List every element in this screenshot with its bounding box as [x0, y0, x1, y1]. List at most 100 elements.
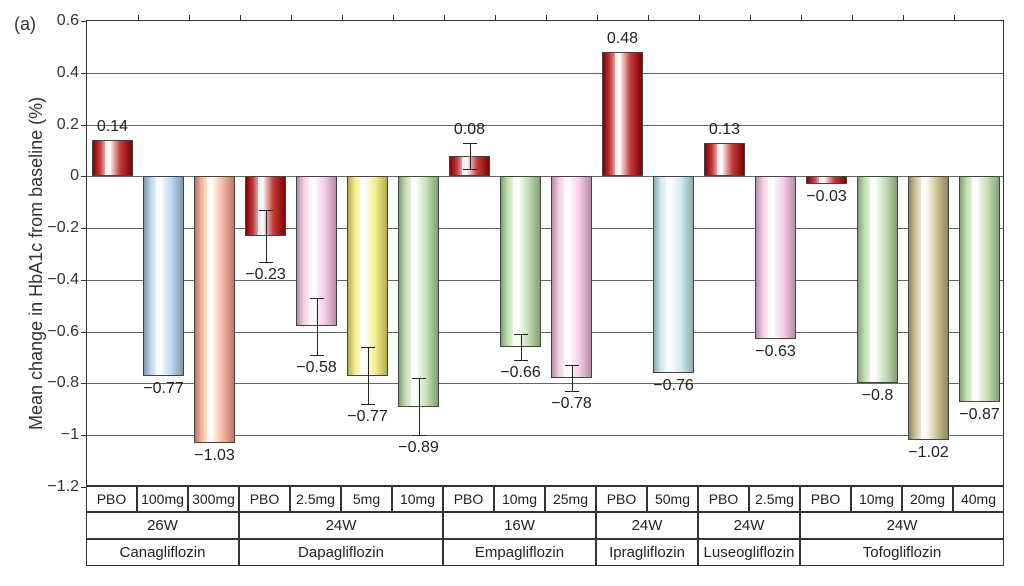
- x-tick: [189, 15, 190, 21]
- error-cap: [310, 298, 324, 299]
- value-label: −0.77: [143, 380, 183, 398]
- bar: [602, 52, 643, 176]
- bar: [551, 176, 592, 378]
- panel-label: (a): [14, 14, 36, 35]
- x-tick: [138, 15, 139, 21]
- y-tick-label: −1: [61, 426, 79, 444]
- dose-cell: PBO: [596, 486, 647, 512]
- drug-cell: Luseogliflozin: [698, 539, 800, 566]
- y-tick-label: −0.6: [47, 323, 79, 341]
- y-tick-label: −0.8: [47, 374, 79, 392]
- value-label: −0.23: [245, 266, 285, 284]
- duration-cell: 24W: [800, 512, 1004, 539]
- bar: [959, 176, 1000, 401]
- value-label: −0.87: [959, 406, 999, 424]
- chart-container: (a) Mean change in HbA1c from baseline (…: [0, 0, 1024, 586]
- dose-cell: 10mg: [392, 486, 443, 512]
- error-cap: [259, 210, 273, 211]
- x-tick: [903, 15, 904, 21]
- y-tick: [81, 435, 87, 436]
- x-tick: [291, 15, 292, 21]
- error-bar: [470, 143, 471, 169]
- bar: [347, 176, 388, 375]
- bar: [704, 143, 745, 177]
- bar: [500, 176, 541, 347]
- value-label: 0.13: [709, 121, 740, 139]
- dose-cell: 100mg: [137, 486, 188, 512]
- value-label: −0.58: [296, 359, 336, 377]
- x-tick: [954, 15, 955, 21]
- y-tick-label: 0: [70, 167, 79, 185]
- y-tick: [81, 176, 87, 177]
- error-cap: [463, 169, 477, 170]
- duration-cell: 26W: [86, 512, 239, 539]
- error-cap: [514, 334, 528, 335]
- bar: [194, 176, 235, 443]
- drug-cell: Tofogliflozin: [800, 539, 1004, 566]
- x-tick: [444, 15, 445, 21]
- error-cap: [412, 378, 426, 379]
- error-cap: [514, 360, 528, 361]
- x-tick: [750, 15, 751, 21]
- x-tick: [393, 15, 394, 21]
- bar: [908, 176, 949, 440]
- bar: [857, 176, 898, 383]
- value-label: −1.02: [908, 444, 948, 462]
- bar: [755, 176, 796, 339]
- drug-cell: Canagliflozin: [86, 539, 239, 566]
- y-tick: [81, 73, 87, 74]
- duration-cell: 24W: [596, 512, 698, 539]
- x-tick: [597, 15, 598, 21]
- drug-cell: Dapagliflozin: [239, 539, 443, 566]
- dose-cell: 40mg: [953, 486, 1004, 512]
- error-cap: [565, 391, 579, 392]
- x-tick: [699, 15, 700, 21]
- x-axis-table: PBO100mg300mgPBO2.5mg5mg10mgPBO10mg25mgP…: [86, 486, 1004, 566]
- error-bar: [521, 334, 522, 360]
- bar: [143, 176, 184, 375]
- error-cap: [463, 143, 477, 144]
- dose-cell: 20mg: [902, 486, 953, 512]
- duration-cell: 16W: [443, 512, 596, 539]
- error-bar: [266, 210, 267, 262]
- x-tick: [495, 15, 496, 21]
- duration-cell: 24W: [239, 512, 443, 539]
- x-tick: [801, 15, 802, 21]
- value-label: 0.14: [97, 118, 128, 136]
- dose-cell: 2.5mg: [749, 486, 800, 512]
- error-bar: [419, 378, 420, 435]
- dose-cell: 10mg: [851, 486, 902, 512]
- value-label: −0.8: [862, 387, 894, 405]
- y-tick: [81, 332, 87, 333]
- bar: [398, 176, 439, 406]
- y-tick: [81, 383, 87, 384]
- error-cap: [361, 404, 375, 405]
- error-cap: [361, 347, 375, 348]
- x-tick: [240, 15, 241, 21]
- error-cap: [412, 435, 426, 436]
- dose-cell: PBO: [239, 486, 290, 512]
- error-cap: [310, 355, 324, 356]
- value-label: −0.66: [500, 364, 540, 382]
- error-cap: [259, 262, 273, 263]
- value-label: −0.78: [551, 395, 591, 413]
- dose-cell: 5mg: [341, 486, 392, 512]
- value-label: −0.76: [653, 377, 693, 395]
- dose-cell: PBO: [800, 486, 851, 512]
- plot-area: −1.2−1−0.8−0.6−0.4−0.200.20.40.60.14−0.7…: [86, 20, 1004, 486]
- value-label: −0.77: [347, 408, 387, 426]
- value-label: 0.08: [454, 121, 485, 139]
- y-axis-label: Mean change in HbA1c from baseline (%): [26, 97, 47, 430]
- value-label: 0.48: [607, 30, 638, 48]
- x-tick: [852, 15, 853, 21]
- dose-cell: 50mg: [647, 486, 698, 512]
- x-tick: [546, 15, 547, 21]
- y-tick: [81, 228, 87, 229]
- dose-cell: PBO: [86, 486, 137, 512]
- error-bar: [572, 365, 573, 391]
- bar: [653, 176, 694, 373]
- dose-cell: PBO: [443, 486, 494, 512]
- y-tick-label: 0.4: [57, 64, 79, 82]
- y-tick: [81, 125, 87, 126]
- duration-cell: 24W: [698, 512, 800, 539]
